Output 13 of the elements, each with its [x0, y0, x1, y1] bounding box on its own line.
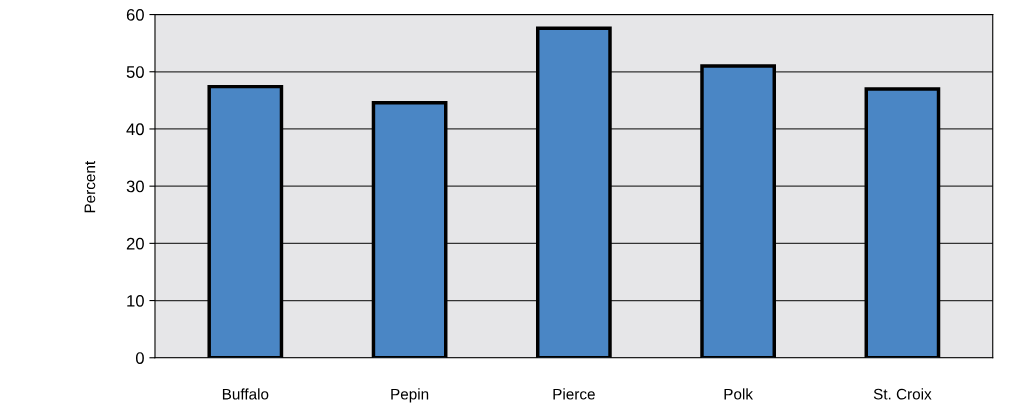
- y-tick-label: 50: [126, 66, 144, 78]
- y-tick-label: 40: [126, 123, 144, 136]
- y-tick-label: 20: [126, 237, 144, 250]
- y-tick-label: 10: [127, 294, 144, 307]
- y-tick-label: 0: [135, 352, 144, 364]
- x-tick-label: Polk: [724, 388, 754, 400]
- x-tick-label: Pierce: [553, 388, 595, 400]
- y-axis-title: Percent: [84, 160, 96, 213]
- x-tick-label: Buffalo: [222, 388, 269, 400]
- x-tick-label: St. Croix: [873, 388, 932, 400]
- x-tick-label: Pepin: [391, 388, 429, 403]
- y-tick-label: 60: [126, 8, 144, 21]
- y-tick-label: 30: [126, 180, 144, 193]
